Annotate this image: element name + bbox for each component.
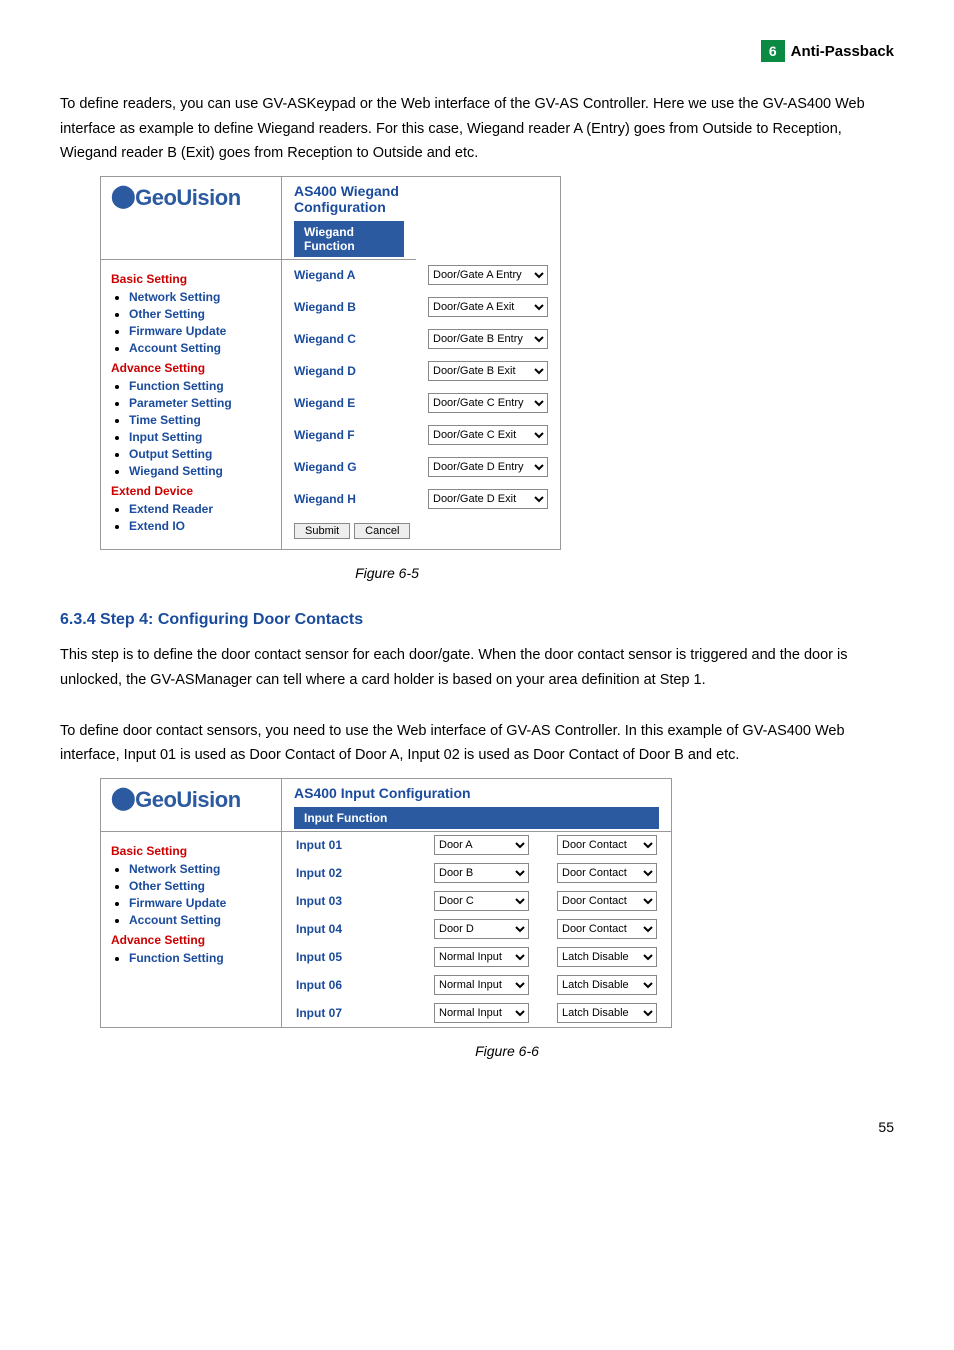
logo-dot-icon: ⬤ [111, 183, 135, 208]
nav-advance-heading-2: Advance Setting [111, 933, 271, 947]
nav-sidebar: Basic Setting Network Setting Other Sett… [101, 259, 282, 549]
nav-item-firmware[interactable]: Firmware Update [129, 324, 271, 338]
input-01-select-b[interactable]: Door Contact [557, 835, 657, 855]
nav-sidebar-2: Basic Setting Network Setting Other Sett… [101, 831, 282, 1027]
wiegand-a-label: Wiegand A [282, 259, 417, 291]
nav-item-function[interactable]: Function Setting [129, 379, 271, 393]
wiegand-h-label: Wiegand H [282, 483, 417, 515]
figure-6-5-caption: Figure 6-5 [0, 565, 894, 581]
input-05-select-b[interactable]: Latch Disable [557, 947, 657, 967]
wiegand-d-label: Wiegand D [282, 355, 417, 387]
nav-item-output[interactable]: Output Setting [129, 447, 271, 461]
figure-6-5: ⬤GeoUision AS400 Wiegand Configuration W… [100, 176, 894, 554]
wiegand-b-label: Wiegand B [282, 291, 417, 323]
logo-cell-2: ⬤GeoUision [101, 779, 282, 832]
input-07-label: Input 07 [282, 999, 421, 1027]
nav-basic-heading: Basic Setting [111, 272, 271, 286]
nav-item-network[interactable]: Network Setting [129, 290, 271, 304]
nav-advance-heading: Advance Setting [111, 361, 271, 375]
input-04-label: Input 04 [282, 915, 421, 943]
config-title: AS400 Wiegand Configuration Wiegand Func… [282, 177, 417, 260]
geovision-logo-2: ⬤GeoUision [111, 787, 241, 812]
nav-item-firmware-2[interactable]: Firmware Update [129, 896, 271, 910]
input-04-select-b[interactable]: Door Contact [557, 919, 657, 939]
input-05-select-a[interactable]: Normal Input [434, 947, 529, 967]
wiegand-c-select[interactable]: Door/Gate B Entry [428, 329, 548, 349]
body-paragraph-3: To define door contact sensors, you need… [60, 719, 894, 768]
input-02-select-b[interactable]: Door Contact [557, 863, 657, 883]
input-07-select-b[interactable]: Latch Disable [557, 1003, 657, 1023]
chapter-number-box: 6 [761, 40, 785, 62]
page-header: 6 Anti-Passback [60, 40, 894, 62]
body-paragraph-2: This step is to define the door contact … [60, 643, 894, 692]
button-row: Submit Cancel [282, 515, 561, 549]
input-02-label: Input 02 [282, 859, 421, 887]
page-number: 55 [60, 1119, 894, 1135]
input-config-box: ⬤GeoUision AS400 Input Configuration Inp… [100, 778, 672, 1029]
input-01-label: Input 01 [282, 831, 421, 859]
input-06-label: Input 06 [282, 971, 421, 999]
wiegand-c-label: Wiegand C [282, 323, 417, 355]
nav-item-input[interactable]: Input Setting [129, 430, 271, 444]
wiegand-e-select[interactable]: Door/Gate C Entry [428, 393, 548, 413]
nav-basic-heading-2: Basic Setting [111, 844, 271, 858]
wiegand-config-box: ⬤GeoUision AS400 Wiegand Configuration W… [100, 176, 561, 551]
wiegand-d-select[interactable]: Door/Gate B Exit [428, 361, 548, 381]
wiegand-b-select[interactable]: Door/Gate A Exit [428, 297, 548, 317]
input-06-select-a[interactable]: Normal Input [434, 975, 529, 995]
input-05-label: Input 05 [282, 943, 421, 971]
nav-item-wiegand[interactable]: Wiegand Setting [129, 464, 271, 478]
nav-item-network-2[interactable]: Network Setting [129, 862, 271, 876]
nav-item-function-2[interactable]: Function Setting [129, 951, 271, 965]
intro-paragraph-1: To define readers, you can use GV-ASKeyp… [60, 92, 894, 166]
chapter-title: Anti-Passback [791, 43, 894, 60]
figure-6-6-caption: Figure 6-6 [120, 1043, 894, 1059]
figure-6-6: ⬤GeoUision AS400 Input Configuration Inp… [100, 778, 894, 1032]
config-title-2: AS400 Input Configuration Input Function [282, 779, 672, 832]
nav-extend-heading: Extend Device [111, 484, 271, 498]
nav-item-account-2[interactable]: Account Setting [129, 913, 271, 927]
input-02-select-a[interactable]: Door B [434, 863, 529, 883]
geovision-logo: ⬤GeoUision [111, 185, 241, 210]
input-06-select-b[interactable]: Latch Disable [557, 975, 657, 995]
input-07-select-a[interactable]: Normal Input [434, 1003, 529, 1023]
input-function-header: Input Function [294, 807, 659, 829]
input-03-label: Input 03 [282, 887, 421, 915]
nav-item-other-2[interactable]: Other Setting [129, 879, 271, 893]
logo-cell: ⬤GeoUision [101, 177, 282, 260]
wiegand-a-select[interactable]: Door/Gate A Entry [428, 265, 548, 285]
cancel-button[interactable]: Cancel [354, 523, 410, 539]
submit-button[interactable]: Submit [294, 523, 350, 539]
wiegand-f-select[interactable]: Door/Gate C Exit [428, 425, 548, 445]
input-03-select-b[interactable]: Door Contact [557, 891, 657, 911]
nav-item-other[interactable]: Other Setting [129, 307, 271, 321]
wiegand-e-label: Wiegand E [282, 387, 417, 419]
wiegand-h-select[interactable]: Door/Gate D Exit [428, 489, 548, 509]
nav-item-extend-io[interactable]: Extend IO [129, 519, 271, 533]
nav-item-parameter[interactable]: Parameter Setting [129, 396, 271, 410]
input-04-select-a[interactable]: Door D [434, 919, 529, 939]
wiegand-function-header: Wiegand Function [294, 221, 404, 257]
section-heading-634: 6.3.4 Step 4: Configuring Door Contacts [60, 611, 894, 629]
wiegand-g-select[interactable]: Door/Gate D Entry [428, 457, 548, 477]
logo-dot-icon-2: ⬤ [111, 785, 135, 810]
nav-item-extend-reader[interactable]: Extend Reader [129, 502, 271, 516]
nav-item-account[interactable]: Account Setting [129, 341, 271, 355]
input-01-select-a[interactable]: Door A [434, 835, 529, 855]
wiegand-f-label: Wiegand F [282, 419, 417, 451]
nav-item-time[interactable]: Time Setting [129, 413, 271, 427]
wiegand-g-label: Wiegand G [282, 451, 417, 483]
input-03-select-a[interactable]: Door C [434, 891, 529, 911]
